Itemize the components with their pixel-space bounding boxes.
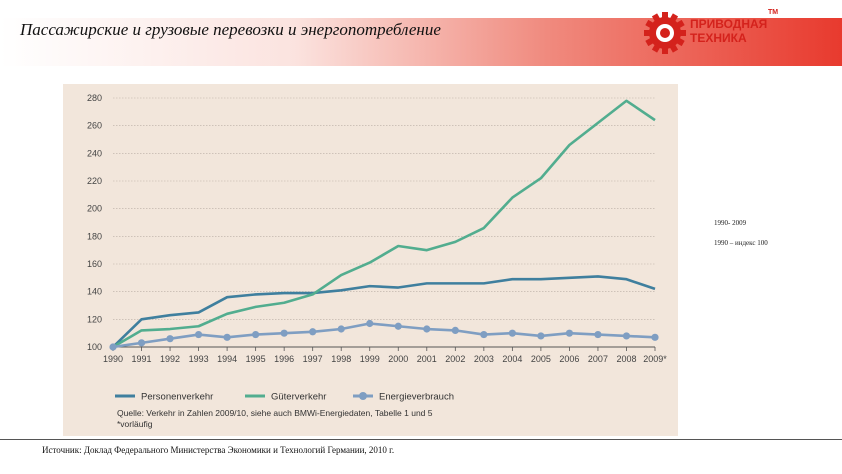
data-point bbox=[508, 329, 516, 337]
brand-logo: ПРИВОДНАЯ ТЕХНИКА TM bbox=[640, 8, 780, 58]
x-tick-label: 2006 bbox=[559, 354, 579, 364]
page-title: Пассажирские и грузовые перевозки и энер… bbox=[20, 20, 441, 39]
series-line bbox=[112, 275, 656, 348]
x-tick-label: 2009* bbox=[643, 354, 667, 364]
x-tick-label: 1992 bbox=[160, 354, 180, 364]
x-tick-label: 2002 bbox=[445, 354, 465, 364]
x-tick-label: 1993 bbox=[189, 354, 209, 364]
x-tick-label: 2005 bbox=[531, 354, 551, 364]
y-tick-label: 200 bbox=[87, 204, 102, 214]
chart-panel: 100 120 140 160 180 200 220 240 260 280 1990 1991 1… bbox=[63, 84, 678, 436]
x-tick-label: 2001 bbox=[417, 354, 437, 364]
y-tick-label: 220 bbox=[87, 176, 102, 186]
y-tick-label: 260 bbox=[87, 121, 102, 131]
x-tick-label: 1991 bbox=[132, 354, 152, 364]
logo-line-2: ТЕХНИКА bbox=[690, 31, 747, 45]
data-point bbox=[622, 332, 631, 340]
x-tick-label: 2003 bbox=[474, 354, 494, 364]
legend-label: Energieverbrauch bbox=[379, 392, 454, 403]
y-tick-label: 100 bbox=[87, 342, 102, 352]
series-line bbox=[112, 322, 656, 349]
legend-marker bbox=[359, 392, 367, 400]
x-tick-label: 1990 bbox=[103, 354, 123, 364]
trademark-mark: TM bbox=[768, 9, 779, 16]
x-tick-label: 1998 bbox=[331, 354, 351, 364]
footer-divider bbox=[0, 439, 842, 440]
x-tick-label: 1997 bbox=[303, 354, 323, 364]
y-tick-label: 160 bbox=[87, 259, 102, 269]
y-tick-label: 140 bbox=[87, 287, 102, 297]
x-tick-label: 2007 bbox=[588, 354, 608, 364]
data-point bbox=[423, 325, 431, 333]
side-note-period: 1990- 2009 bbox=[714, 219, 747, 227]
data-point bbox=[166, 335, 174, 343]
data-point bbox=[451, 326, 459, 334]
data-point bbox=[194, 330, 203, 339]
x-tick-label: 1999 bbox=[360, 354, 380, 364]
data-point bbox=[537, 332, 545, 340]
y-tick-label: 280 bbox=[87, 93, 102, 103]
x-tick-label: 1994 bbox=[217, 354, 237, 364]
logo-line-1: ПРИВОДНАЯ bbox=[690, 17, 768, 31]
data-point bbox=[594, 330, 602, 339]
data-point bbox=[480, 330, 488, 339]
data-point bbox=[394, 322, 402, 330]
data-point bbox=[651, 333, 659, 341]
legend-label: Personenverkehr bbox=[141, 392, 213, 403]
data-point bbox=[309, 328, 317, 336]
legend-label: Güterverkehr bbox=[271, 392, 326, 403]
line-chart: 100 120 140 160 180 200 220 240 260 280 1990 1991 1… bbox=[87, 93, 667, 429]
x-tick-label: 2000 bbox=[388, 354, 408, 364]
gear-icon bbox=[644, 12, 686, 54]
data-point bbox=[252, 330, 260, 339]
data-point bbox=[223, 333, 231, 341]
chart-footnote: *vorläufig bbox=[117, 419, 153, 429]
data-point bbox=[366, 319, 374, 328]
data-point bbox=[337, 325, 345, 333]
y-tick-label: 180 bbox=[87, 231, 102, 241]
data-point bbox=[137, 339, 146, 347]
x-tick-label: 2008 bbox=[616, 354, 636, 364]
x-tick-label: 1996 bbox=[274, 354, 294, 364]
y-tick-label: 120 bbox=[87, 314, 102, 324]
data-point bbox=[565, 329, 574, 337]
data-point bbox=[109, 343, 117, 351]
side-note-index: 1990 – индекс 100 bbox=[714, 239, 768, 247]
x-tick-label: 2004 bbox=[502, 354, 522, 364]
chart-source-note: Quelle: Verkehr in Zahlen 2009/10, siehe… bbox=[117, 408, 433, 418]
x-tick-label: 1995 bbox=[246, 354, 266, 364]
series-line bbox=[112, 99, 656, 349]
source-footer: Источник: Доклад Федерального Министерст… bbox=[42, 445, 395, 455]
y-tick-label: 240 bbox=[87, 148, 102, 158]
data-point bbox=[280, 329, 288, 337]
header-bar bbox=[0, 18, 842, 66]
